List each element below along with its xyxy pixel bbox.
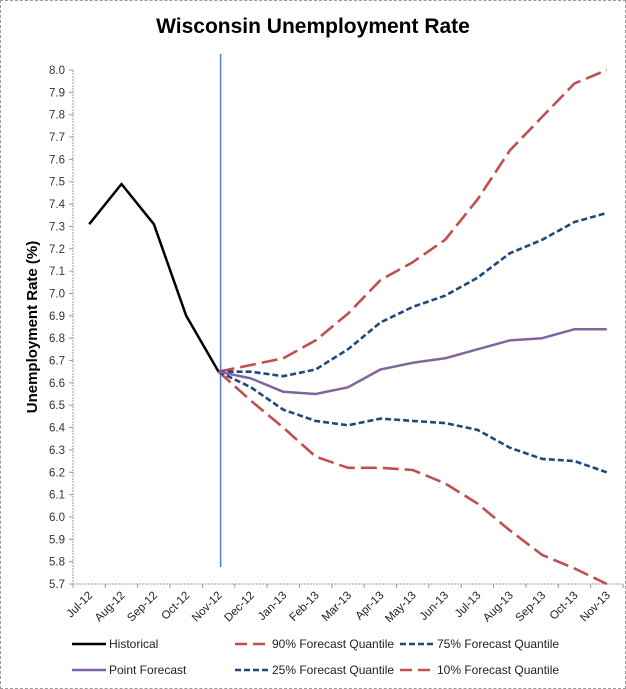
legend-label: 90% Forecast Quantile — [272, 637, 394, 651]
x-tick-label: Oct-13 — [548, 590, 581, 623]
series-line-10pct-forecast-quantile — [217, 370, 608, 586]
legend-label: 25% Forecast Quantile — [272, 663, 394, 677]
series-line-historical — [88, 182, 220, 373]
x-tick-label: Dec-12 — [222, 590, 257, 625]
y-tick-label: 7.5 — [49, 177, 65, 189]
y-tick-label: 6.9 — [49, 311, 65, 323]
x-tick-label: Feb-13 — [288, 590, 322, 624]
y-tick-label: 6.8 — [49, 333, 65, 345]
legend-label: 75% Forecast Quantile — [437, 637, 559, 651]
y-tick-label: 7.0 — [49, 288, 65, 300]
y-tick-label: 6.2 — [49, 467, 65, 479]
legend-label: Point Forecast — [109, 663, 187, 677]
series-line-point-forecast — [218, 327, 607, 396]
x-tick-label: Aug-13 — [481, 590, 516, 625]
x-tick-label: Mar-13 — [320, 590, 354, 624]
y-tick-label: 5.7 — [49, 579, 65, 591]
y-tick-label: 6.0 — [49, 512, 65, 524]
y-tick-label: 6.7 — [49, 356, 65, 368]
x-tick-label: Aug-12 — [93, 590, 128, 625]
x-tick-label: Jan-13 — [256, 590, 289, 623]
x-tick-label: Jul-13 — [453, 590, 484, 621]
y-tick-label: 8.0 — [49, 65, 65, 77]
y-axis: 5.7 5.8 5.9 6.0 6.1 6.2 6.3 6.4 6.5 6.6 6.7 6.8 6.9 7… — [49, 65, 74, 591]
y-tick-label: 7.1 — [49, 266, 65, 278]
y-tick-label: 7.2 — [49, 244, 65, 256]
y-tick-label: 6.3 — [49, 445, 65, 457]
legend-label: Historical — [109, 637, 158, 651]
x-tick-label: Nov-13 — [578, 590, 613, 625]
series-line-25pct-forecast-quantile — [218, 370, 608, 474]
y-tick-label: 7.9 — [49, 87, 65, 99]
y-tick-label: 6.6 — [49, 378, 65, 390]
legend-label: 10% Forecast Quantile — [437, 663, 559, 677]
x-tick-label: May-13 — [383, 590, 419, 626]
series-line-90pct-forecast-quantile — [218, 68, 608, 373]
series-lines — [88, 68, 608, 586]
x-tick-label: Nov-12 — [190, 590, 225, 625]
y-tick-label: 7.4 — [49, 199, 66, 211]
x-tick-label: Sep-12 — [125, 590, 160, 625]
x-tick-label: Jun-13 — [418, 590, 451, 623]
y-tick-label: 5.9 — [49, 534, 65, 546]
y-tick-label: 7.3 — [49, 221, 65, 233]
y-tick-label: 6.4 — [49, 423, 66, 435]
y-tick-label: 5.8 — [49, 557, 65, 569]
y-tick-label: 6.1 — [49, 490, 65, 502]
x-tick-label: Oct-12 — [159, 590, 192, 623]
x-tick-label: Sep-13 — [514, 590, 549, 625]
y-tick-label: 7.6 — [49, 154, 65, 166]
y-axis-label: Unemployment Rate (%) — [24, 241, 41, 414]
x-tick-label: Apr-13 — [354, 590, 387, 623]
x-tick-label: Jul-12 — [65, 590, 96, 621]
legend: Historical 90% Forecast Quantile 75% Forec… — [72, 637, 559, 677]
series-line-75pct-forecast-quantile — [218, 211, 608, 378]
chart-title: Wisconsin Unemployment Rate — [156, 15, 470, 38]
y-tick-label: 7.8 — [49, 110, 65, 122]
y-tick-label: 6.5 — [49, 400, 65, 412]
y-tick-label: 7.7 — [49, 132, 65, 144]
